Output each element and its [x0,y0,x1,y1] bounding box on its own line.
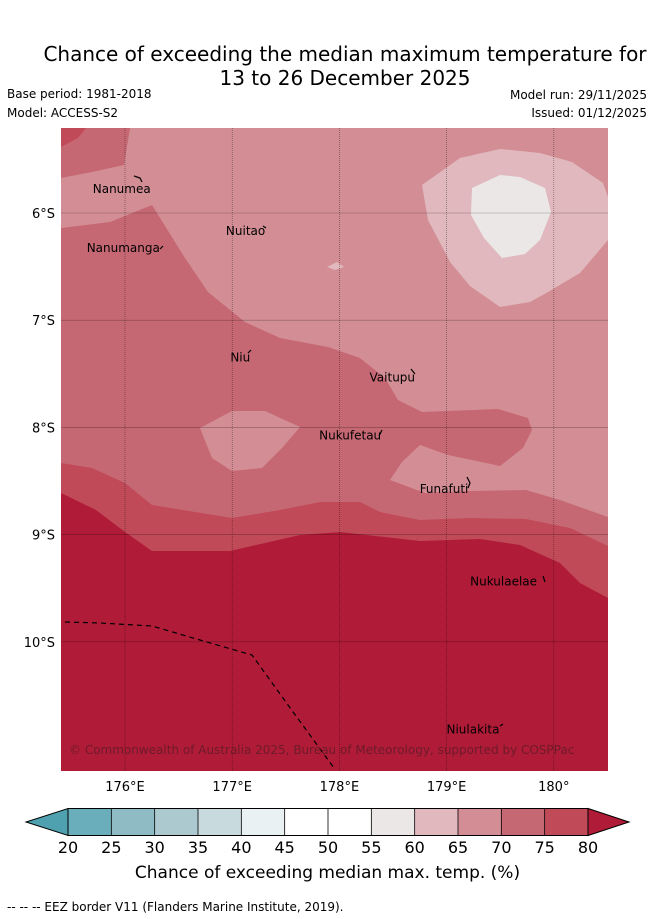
eez-border-line [64,621,335,769]
lat-tick-label: 10°S [24,636,55,651]
lon-tick-label: 179°E [427,780,467,795]
colorbar-tick-label: 75 [534,838,555,857]
fill-70-75-northwest [61,128,130,178]
colorbar-tick-label: 70 [491,838,512,857]
island-label-nukulaelae: Nukulaelae [470,574,537,588]
niu-island-shape [247,349,252,354]
lon-tick-label: 180° [538,780,569,795]
nanumanga-island-shape [159,245,164,250]
colorbar-segment [68,808,112,836]
colorbar-segment [241,808,286,836]
colorbar-tick-label: 80 [577,838,599,857]
colorbar-segment [154,808,199,836]
colorbar-segments [24,807,631,837]
island-label-funafuti: Funafuti [420,482,469,496]
lon-tick-label: 178°E [320,780,360,795]
colorbar-under-extension [24,807,69,837]
colorbar-segment [328,808,372,836]
island-label-niu: Niu [230,350,250,364]
issued-date: Issued: 01/12/2025 [531,106,647,120]
colorbar [24,807,631,837]
lon-tick-label: 176°E [105,780,145,795]
nukufetau-island-shape [378,429,383,437]
colorbar-tick-label: 60 [404,838,425,857]
eez-legend-note: -- -- -- EEZ border V11 (Flanders Marine… [7,900,344,914]
map-title-line1: Chance of exceeding the median maximum t… [43,42,647,66]
model-name: Model: ACCESS-S2 [7,106,119,120]
island-label-nanumea: Nanumea [93,182,151,196]
colorbar-tick-label: 30 [144,838,165,857]
fill-65-70-pocket-west [200,411,300,471]
island-label-niulakita: Niulakita [447,722,500,736]
island-label-nanumanga: Nanumanga [87,241,160,255]
colorbar-segment [414,808,459,836]
probability-fill-layer [61,128,608,771]
colorbar-tick-label: 20 [57,838,79,857]
graticule [61,128,608,771]
colorbar-tick-label: 50 [317,838,339,857]
colorbar-tick-label: 45 [274,838,295,857]
nanumea-island-shape [133,175,143,183]
copyright-notice: © Commonwealth of Australia 2025, Bureau… [69,743,574,757]
model-run: Model run: 29/11/2025 [509,88,647,102]
colorbar-tick-label: 40 [231,838,252,857]
fill-80-plus [61,493,608,771]
colorbar-tick-label: 65 [447,838,469,857]
colorbar-tick-label: 25 [101,838,122,857]
fill-75-80-corner [61,128,86,147]
colorbar-segment [371,808,416,836]
colorbar-over-extension [587,807,631,837]
lat-tick-label: 9°S [32,529,55,544]
nukulaelae-island-shape [542,575,546,583]
colorbar-segment [544,808,589,836]
eez-border [64,621,335,769]
map-title-line2: 13 to 26 December 2025 [219,66,471,90]
colorbar-segment [501,808,546,836]
fill-65-70-east-edge [600,315,608,338]
island-label-nukufetau: Nukufetau [319,429,381,443]
axis-labels: 176°E 177°E 178°E 179°E 180° 6°S 7°S 8°S 9°S 10°S [24,207,570,795]
lat-tick-label: 6°S [32,207,55,222]
island-shapes [133,175,546,727]
fill-60-65-small-patch [327,262,344,270]
colorbar-segment [111,808,156,836]
lon-tick-label: 177°E [212,780,252,795]
fill-55-60-northeast-core [471,175,551,258]
vaitupu-island-shape [410,368,416,375]
colorbar-outline [67,808,589,836]
island-label-vaitupu: Vaitupu [370,371,416,385]
colorbar-tick-labels: 20 25 30 35 40 45 50 55 60 65 70 75 80 [0,838,655,860]
colorbar-title: Chance of exceeding median max. temp. (%… [134,863,521,883]
nuitao-island-shape [262,225,267,229]
colorbar-tick-label: 55 [361,838,382,857]
lat-tick-label: 8°S [32,421,55,436]
island-labels: Nanumea Nuitao Nanumanga Niu Vaitupu Nukufeta… [87,182,537,737]
lat-tick-label: 7°S [32,314,55,329]
funafuti-island-shape [466,476,471,489]
forecast-map: Nanumea Nuitao Nanumanga Niu Vaitupu Nukufeta… [24,128,631,837]
island-label-nuitao: Nuitao [226,224,265,238]
niulakita-island-shape [499,723,504,727]
colorbar-tick-label: 35 [187,838,209,857]
colorbar-segment [458,808,502,836]
colorbar-segment [198,808,242,836]
colorbar-segment [284,808,329,836]
base-period: Base period: 1981-2018 [7,87,152,101]
